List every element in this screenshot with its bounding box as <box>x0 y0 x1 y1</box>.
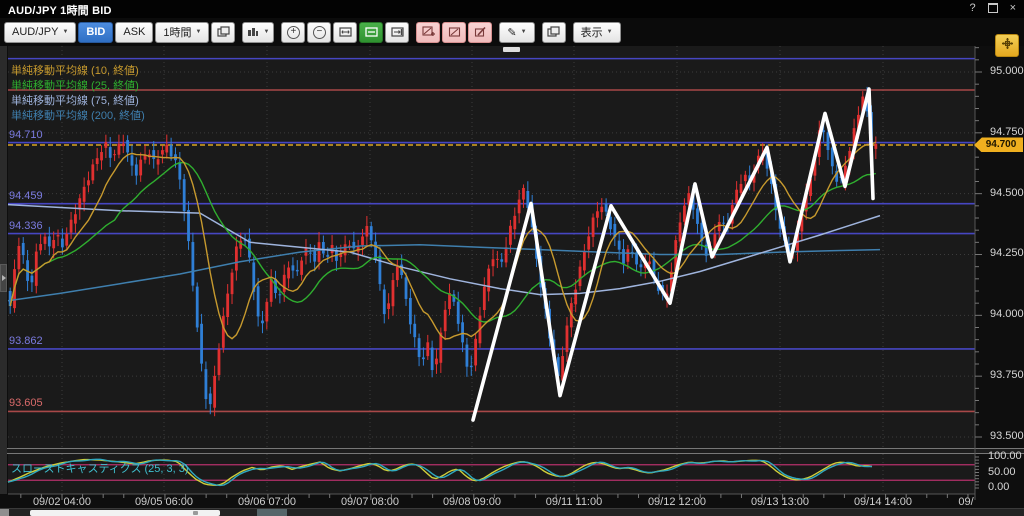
fit-width-icon <box>339 26 352 38</box>
scroll-to-latest-button[interactable] <box>385 21 410 43</box>
price-chart-svg[interactable] <box>0 46 1024 508</box>
chevron-down-icon: ▼ <box>195 29 202 35</box>
scrollbar-grip <box>193 511 198 515</box>
chevron-down-icon: ▼ <box>520 29 527 35</box>
chart-area[interactable]: 単純移動平均線 (10, 終値) 単純移動平均線 (25, 終値) 単純移動平均線 … <box>0 46 1024 508</box>
y-axis-tick-label: 95.000 <box>990 65 1024 77</box>
stoch-axis-label: 0.00 <box>988 481 1010 493</box>
display-menu-button[interactable]: 表示 ▼ <box>572 21 621 43</box>
draw-shape-button[interactable] <box>442 21 467 43</box>
x-axis-tick-label: 09/06 07:00 <box>237 496 297 508</box>
x-axis-tick-label: 09/05 06:00 <box>134 496 194 508</box>
sma-10-line <box>9 141 877 340</box>
sma-200-line <box>7 244 881 302</box>
scroll-to-latest-icon <box>391 26 404 38</box>
chevron-down-icon: ▼ <box>263 29 270 35</box>
edit-drawing-icon <box>474 26 487 38</box>
y-axis-tick-label: 94.750 <box>990 125 1024 138</box>
x-axis-tick-label: 09/07 08:00 <box>340 496 400 508</box>
candlestick-type-icon <box>247 26 259 38</box>
overlay-windows-button[interactable] <box>541 21 566 43</box>
current-price-badge: 94.700 <box>974 137 1023 153</box>
symbol-select[interactable]: AUD/JPY ▼ <box>4 21 77 43</box>
y-axis-tick-label: 94.250 <box>990 247 1024 260</box>
chart-type-button[interactable]: ▼ <box>242 21 275 43</box>
x-axis-tick-label: 09/12 12:00 <box>647 496 707 508</box>
zigzag-drawing <box>471 87 875 422</box>
pencil-menu-button[interactable]: ✎ ▼ <box>499 21 535 43</box>
zoom-in-button[interactable]: + <box>281 21 306 43</box>
close-button[interactable]: × <box>1009 2 1016 14</box>
overlap-windows-icon <box>217 26 230 38</box>
level-price-label: 94.459 <box>9 189 43 202</box>
grid-move-icon <box>1001 37 1014 55</box>
y-axis-tick-label: 93.500 <box>990 429 1024 442</box>
draw-edit-button[interactable] <box>468 21 493 43</box>
y-axis-tick-label: 94.000 <box>990 308 1024 321</box>
x-axis-tick-label: 09/08 09:00 <box>442 496 502 508</box>
auto-scale-button[interactable] <box>359 21 384 43</box>
x-axis-tick-label: 09/13 13:00 <box>750 496 810 508</box>
scrollbar-secondary-block <box>257 509 287 516</box>
legend-item: 単純移動平均線 (75, 終値) <box>11 95 139 107</box>
window-title: AUD/JPY 1時間 BID <box>8 5 112 17</box>
zoom-in-icon: + <box>286 25 300 39</box>
maximize-button[interactable] <box>987 3 998 13</box>
chart-grid-layout-button[interactable] <box>995 34 1019 57</box>
sma-75-line <box>7 203 881 296</box>
level-price-label: 94.710 <box>9 128 43 141</box>
trendline-icon <box>422 26 435 38</box>
legend-item: 単純移動平均線 (10, 終値) <box>11 65 139 77</box>
x-axis-tick-label: 09/11 11:00 <box>545 496 603 508</box>
stoch-axis-label: 100.00 <box>988 450 1022 462</box>
left-panel-expand-handle[interactable] <box>0 264 7 292</box>
chevron-down-icon: ▼ <box>606 29 613 35</box>
stochastic-label: スローストキャスティクス (25, 3, 3) <box>11 463 189 475</box>
level-price-label: 93.605 <box>9 397 43 410</box>
legend-item: 単純移動平均線 (200, 終値) <box>11 110 145 122</box>
scrollbar-left-cap <box>0 509 9 516</box>
chevron-down-icon: ▼ <box>62 29 69 35</box>
y-axis-tick-label: 93.750 <box>990 369 1024 382</box>
splitter-handle-top[interactable] <box>503 47 520 52</box>
x-axis-tick-label: 09/02 04:00 <box>32 496 92 508</box>
bid-button[interactable]: BID <box>78 21 114 43</box>
stochastic-d-line <box>7 458 873 487</box>
level-price-label: 93.862 <box>9 334 43 347</box>
horizontal-scrollbar[interactable] <box>0 508 1024 516</box>
x-axis-tick-label: 09/ <box>958 496 974 508</box>
ask-button[interactable]: ASK <box>115 21 154 43</box>
x-axis-tick-label: 09/14 14:00 <box>853 496 913 508</box>
zoom-out-button[interactable]: − <box>307 21 332 43</box>
fit-width-button[interactable] <box>333 21 358 43</box>
auto-scale-icon <box>365 26 378 38</box>
sma-25-line <box>9 161 876 323</box>
help-button[interactable]: ? <box>969 2 976 14</box>
draw-trendline-button[interactable] <box>416 21 441 43</box>
legend-item: 単純移動平均線 (25, 終値) <box>11 80 139 92</box>
stoch-axis-label: 50.00 <box>988 465 1016 478</box>
level-price-label: 94.336 <box>9 219 43 232</box>
toolbar: AUD/JPY ▼ BID ASK 1時間 ▼ ▼ <box>0 18 1024 46</box>
shape-icon <box>448 26 461 38</box>
timeframe-select[interactable]: 1時間 ▼ <box>155 21 210 43</box>
scrollbar-thumb[interactable] <box>30 510 220 516</box>
duplicate-chart-button[interactable] <box>211 21 236 43</box>
title-bar: AUD/JPY 1時間 BID ? × <box>0 0 1024 18</box>
zoom-out-icon: − <box>312 25 326 39</box>
pencil-icon: ✎ <box>507 26 517 39</box>
y-axis-tick-label: 94.500 <box>990 186 1024 199</box>
overlap-windows-icon <box>547 26 560 38</box>
